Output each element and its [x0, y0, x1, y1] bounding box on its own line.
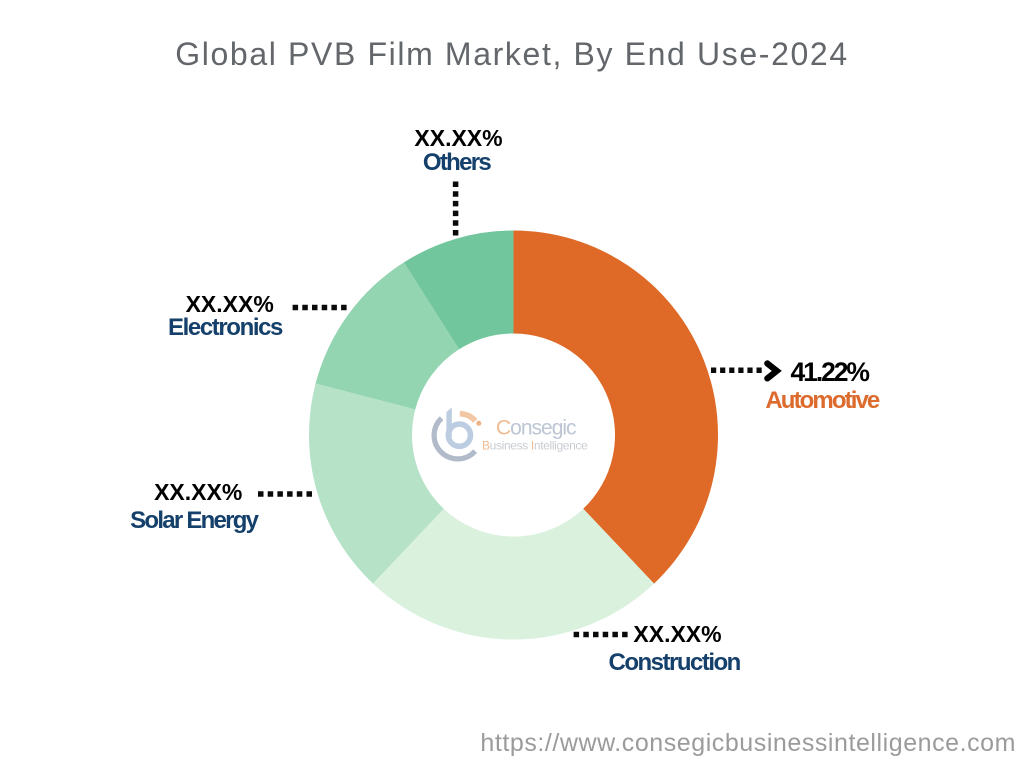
svg-text:Business Intelligence: Business Intelligence	[482, 439, 588, 453]
svg-text:Consegic: Consegic	[496, 417, 576, 440]
